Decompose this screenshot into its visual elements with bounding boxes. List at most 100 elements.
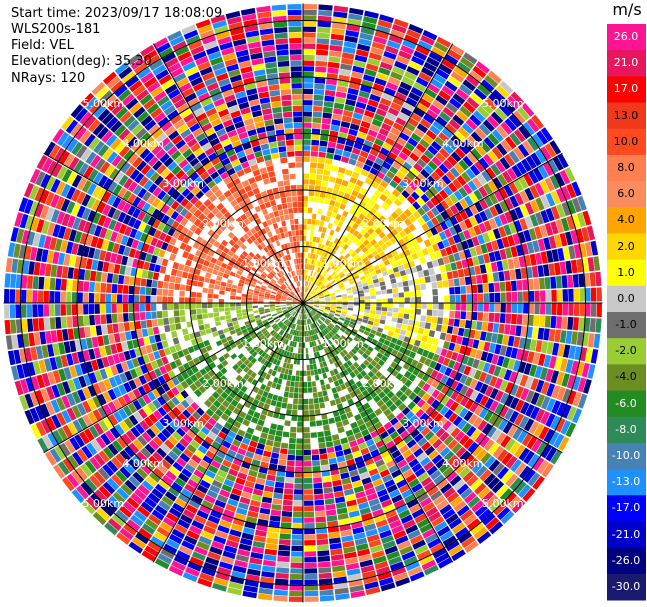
velocity-cell <box>541 463 554 478</box>
velocity-cell <box>334 490 344 498</box>
velocity-cell <box>83 315 90 326</box>
velocity-cell <box>170 200 180 210</box>
velocity-cell <box>182 236 191 244</box>
velocity-cell <box>118 408 128 420</box>
velocity-cell <box>555 417 566 433</box>
velocity-cell <box>488 93 502 107</box>
velocity-cell <box>244 281 251 286</box>
velocity-cell <box>385 137 396 146</box>
velocity-cell <box>365 327 372 333</box>
velocity-cell <box>338 167 346 174</box>
velocity-cell <box>158 232 167 241</box>
velocity-cell <box>244 414 253 422</box>
velocity-cell <box>196 484 209 494</box>
velocity-cell <box>362 216 370 224</box>
velocity-cell <box>294 478 303 484</box>
velocity-cell <box>230 257 237 264</box>
velocity-cell <box>89 315 96 326</box>
velocity-cell <box>232 458 243 467</box>
velocity-cell <box>229 493 241 502</box>
velocity-cell <box>487 133 500 146</box>
velocity-cell <box>259 289 266 293</box>
velocity-cell <box>382 189 391 198</box>
velocity-cell <box>517 231 526 244</box>
velocity-cell <box>500 303 506 313</box>
velocity-cell <box>344 551 357 559</box>
velocity-cell <box>329 45 343 52</box>
velocity-cell <box>387 330 394 337</box>
velocity-cell <box>324 328 330 334</box>
velocity-cell <box>273 377 279 384</box>
velocity-cell <box>56 166 68 180</box>
velocity-cell <box>477 419 488 432</box>
velocity-cell <box>515 244 524 257</box>
velocity-cell <box>512 360 521 372</box>
velocity-cell <box>176 223 185 233</box>
velocity-cell <box>511 313 517 325</box>
velocity-cell <box>342 267 349 273</box>
velocity-cell <box>239 221 247 229</box>
velocity-cell <box>374 254 381 261</box>
velocity-cell <box>431 516 445 527</box>
velocity-cell <box>46 160 58 175</box>
velocity-cell <box>447 359 456 369</box>
velocity-cell <box>198 275 205 282</box>
velocity-cell <box>194 421 204 430</box>
velocity-cell <box>63 153 75 168</box>
velocity-cell <box>371 41 386 50</box>
velocity-cell <box>269 515 281 522</box>
velocity-cell <box>140 463 152 475</box>
velocity-cell <box>123 115 136 128</box>
velocity-cell <box>503 184 514 197</box>
velocity-cell <box>127 402 138 414</box>
velocity-cell <box>445 350 453 359</box>
velocity-cell <box>585 348 593 363</box>
velocity-cell <box>472 177 483 189</box>
velocity-cell <box>313 196 320 203</box>
velocity-cell <box>220 281 227 287</box>
velocity-cell <box>244 480 255 489</box>
velocity-cell <box>326 147 335 154</box>
velocity-cell <box>246 369 254 376</box>
velocity-cell <box>484 373 493 385</box>
velocity-cell <box>97 108 111 122</box>
velocity-cell <box>329 463 339 470</box>
velocity-cell <box>523 303 529 314</box>
velocity-cell <box>276 561 290 568</box>
velocity-cell <box>504 247 513 259</box>
velocity-cell <box>387 151 398 161</box>
velocity-cell <box>44 451 57 466</box>
velocity-cell <box>327 325 333 331</box>
velocity-cell <box>236 382 244 390</box>
velocity-cell <box>247 445 256 453</box>
velocity-cell <box>408 181 418 191</box>
velocity-cell <box>330 280 336 285</box>
velocity-cell <box>346 411 354 419</box>
velocity-cell <box>114 141 126 154</box>
velocity-cell <box>571 331 578 345</box>
velocity-cell <box>342 110 354 118</box>
velocity-cell <box>207 431 217 440</box>
velocity-cell <box>327 339 333 346</box>
velocity-cell <box>463 229 471 240</box>
velocity-cell <box>290 426 297 433</box>
velocity-cell <box>372 83 385 92</box>
velocity-cell <box>235 554 249 563</box>
velocity-cell <box>391 469 402 479</box>
velocity-cell <box>325 305 331 308</box>
velocity-cell <box>275 430 283 437</box>
velocity-cell <box>327 222 333 229</box>
velocity-cell <box>542 162 554 176</box>
velocity-cell <box>339 69 351 77</box>
velocity-cell <box>410 534 424 545</box>
velocity-cell <box>213 577 229 587</box>
velocity-cell <box>156 201 166 211</box>
velocity-cell <box>210 460 221 469</box>
velocity-cell <box>110 80 125 94</box>
velocity-cell <box>93 140 105 154</box>
velocity-cell <box>340 257 347 263</box>
velocity-cell <box>272 446 280 454</box>
velocity-cell <box>383 378 391 387</box>
velocity-cell <box>265 267 271 273</box>
velocity-cell <box>406 195 416 205</box>
